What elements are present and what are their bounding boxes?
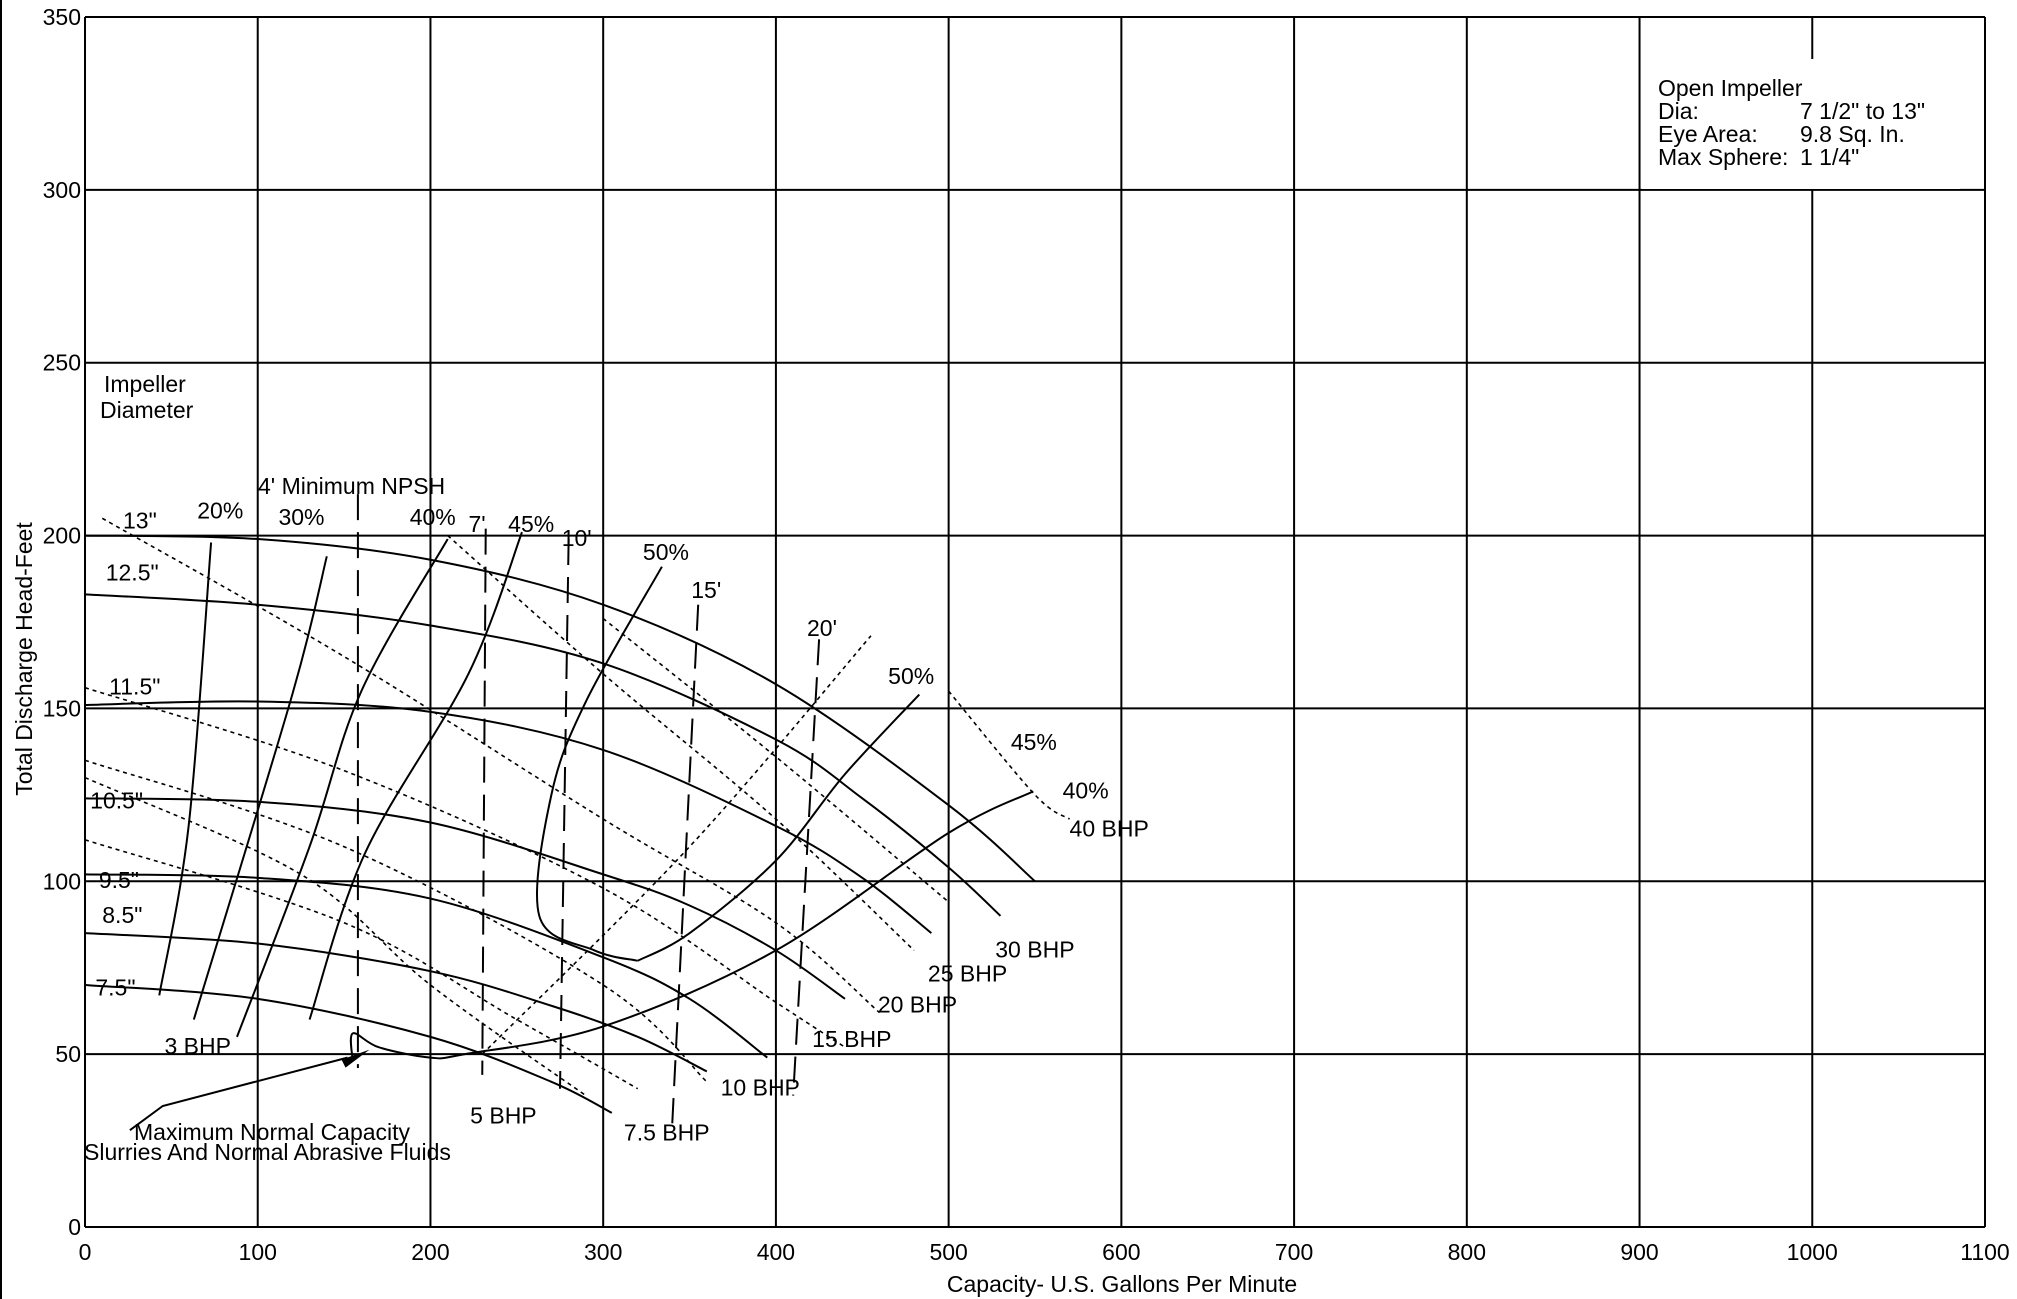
- curves: [84, 494, 1071, 1132]
- bhp-line: [84, 759, 708, 1083]
- info-max-sphere-value: 1 1/4": [1800, 144, 1859, 170]
- bhp-line: [84, 776, 587, 1097]
- x-tick-label: 600: [1102, 1239, 1140, 1265]
- impeller-head-curve: [84, 984, 613, 1114]
- y-tick-label: 350: [43, 4, 81, 30]
- bhp-label: 3 BHP: [164, 1033, 230, 1059]
- efficiency-label: 40%: [1063, 777, 1109, 803]
- info-eye-area-label: Eye Area:: [1658, 121, 1758, 147]
- npsh-line: [481, 528, 487, 1075]
- info-box-title: Open Impeller: [1658, 75, 1803, 101]
- x-tick-label: 1000: [1787, 1239, 1838, 1265]
- bhp-label: 5 BHP: [470, 1102, 536, 1128]
- efficiency-label: 45%: [1011, 729, 1057, 755]
- curve-labels: 13"12.5"11.5"10.5"9.5"8.5"7.5"20% 30% 40% 4…: [90, 497, 1149, 1145]
- head-curve-label: 13": [123, 508, 157, 534]
- x-tick-label: 500: [929, 1239, 967, 1265]
- npsh-line-label: 15': [691, 577, 721, 603]
- impeller-diameter-label-line1: Impeller: [104, 371, 186, 397]
- efficiency-label: 20%: [197, 497, 243, 523]
- bhp-line: [101, 517, 881, 1014]
- x-axis-title: Capacity- U.S. Gallons Per Minute: [947, 1271, 1297, 1297]
- efficiency-label: 30%: [278, 504, 324, 530]
- npsh-line: [671, 604, 700, 1124]
- max-capacity-label-line1: Maximum Normal Capacity: [134, 1119, 411, 1145]
- head-curve-label: 12.5": [106, 560, 159, 586]
- grid: [84, 16, 1986, 1228]
- info-dia-label: Dia:: [1658, 98, 1699, 124]
- impeller-head-curve: [84, 932, 708, 1073]
- info-dia-value: 7 1/2" to 13": [1800, 98, 1925, 124]
- bhp-label: 20 BHP: [878, 992, 957, 1018]
- y-tick-label: 50: [55, 1041, 81, 1067]
- head-curve-label: 10.5": [90, 788, 143, 814]
- impeller-head-curve: [84, 873, 768, 1059]
- bhp-line: [948, 690, 1071, 820]
- efficiency-curve: [192, 556, 328, 1020]
- head-curve-label: 11.5": [109, 674, 160, 700]
- bhp-line: [447, 534, 915, 952]
- bhp-label: 7.5 BHP: [624, 1120, 710, 1146]
- x-tick-label: 800: [1448, 1239, 1486, 1265]
- npsh-line-label: 7': [468, 511, 485, 537]
- info-max-sphere-label: Max Sphere:: [1658, 144, 1788, 170]
- efficiency-label: 50%: [643, 539, 689, 565]
- impeller-diameter-label-line2: Diameter: [100, 397, 194, 423]
- y-tick-label: 100: [43, 868, 81, 894]
- bhp-label: 10 BHP: [721, 1075, 800, 1101]
- bhp-label: 30 BHP: [995, 936, 1074, 962]
- npsh-line-label: 20': [807, 615, 837, 641]
- tick-labels: 0 100 200 300 400 500 600 700 800 900 1000 1100 0 50 1…: [43, 4, 2010, 1265]
- efficiency-curve: [308, 531, 523, 1020]
- npsh-line: [792, 639, 821, 1096]
- y-tick-label: 0: [68, 1214, 81, 1240]
- efficiency-curve: [536, 566, 663, 962]
- info-box-background: [1642, 59, 1960, 189]
- efficiency-curve: [349, 790, 1034, 1062]
- bhp-label: 40 BHP: [1070, 815, 1149, 841]
- impeller-head-curve: [84, 700, 932, 934]
- max-capacity-label-line2: Slurries And Normal Abrasive Fluids: [84, 1139, 451, 1165]
- efficiency-label: 45%: [508, 511, 554, 537]
- y-tick-label: 150: [43, 695, 81, 721]
- x-tick-label: 900: [1620, 1239, 1658, 1265]
- impeller-head-curve: [84, 593, 1002, 917]
- bhp-label: 15 BHP: [812, 1026, 891, 1052]
- max-capacity-arrow-line: [129, 1056, 348, 1132]
- efficiency-curve: [236, 538, 449, 1038]
- x-tick-label: 700: [1275, 1239, 1313, 1265]
- bhp-label: 25 BHP: [928, 961, 1007, 987]
- efficiency-curve: [158, 542, 213, 996]
- x-tick-label: 300: [584, 1239, 622, 1265]
- y-axis-title: Total Discharge Head-Feet: [11, 522, 37, 796]
- x-tick-label: 400: [757, 1239, 795, 1265]
- head-curve-label: 8.5": [102, 902, 142, 928]
- x-tick-label: 100: [239, 1239, 277, 1265]
- y-tick-label: 200: [43, 523, 81, 549]
- y-tick-label: 250: [43, 350, 81, 376]
- efficiency-curve: [637, 693, 921, 962]
- impeller-head-curve: [84, 797, 846, 1000]
- impeller-head-curve: [84, 534, 1036, 883]
- npsh-line-label: 10': [562, 525, 592, 551]
- max-capacity-arrowhead-icon: [341, 1049, 370, 1068]
- x-tick-label: 1100: [1960, 1239, 2009, 1265]
- x-tick-label: 0: [79, 1239, 92, 1265]
- bhp-line: [602, 617, 950, 903]
- x-tick-label: 200: [411, 1239, 449, 1265]
- head-curve-label: 9.5": [99, 867, 139, 893]
- y-tick-label: 300: [43, 177, 81, 203]
- head-curve-label: 7.5": [95, 974, 135, 1000]
- info-eye-area-value: 9.8 Sq. In.: [1800, 121, 1905, 147]
- efficiency-label: 50%: [888, 663, 934, 689]
- npsh-line: [559, 539, 570, 1089]
- bhp-line: [84, 839, 639, 1090]
- npsh-title: 4' Minimum NPSH: [258, 473, 445, 499]
- efficiency-label: 40%: [410, 504, 456, 530]
